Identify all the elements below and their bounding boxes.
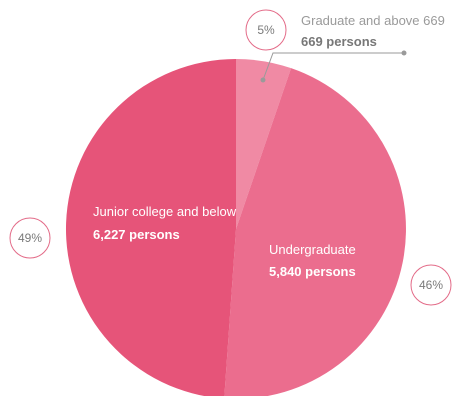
percent-badge-undergrad-text: 46% [419,278,443,292]
percent-badge-undergrad-circle [410,264,452,306]
outer-label-graduate-name: Graduate and above 669 [301,13,445,28]
outer-label-graduate-value: 669 persons [301,34,377,49]
percent-badge-junior: 49% [9,217,51,259]
percent-badge-graduate-circle [245,9,287,51]
pie-slice-junior-college [65,59,236,396]
percent-badge-graduate: 5% [245,9,287,51]
leader-dot-end [401,50,407,56]
slice-label-junior-value: 6,227 persons [93,227,180,242]
percent-badge-junior-text: 49% [18,231,42,245]
leader-polyline [262,52,404,81]
slice-label-junior-name: Junior college and below [93,204,237,219]
pie-slice-graduate [236,59,292,229]
percent-badge-undergrad: 46% [410,264,452,306]
pie-slices [65,59,406,396]
leader-dot-start [260,77,266,83]
slice-label-undergrad-value: 5,840 persons [269,264,356,279]
pie-slice-undergraduate [224,68,406,396]
leader-line-graduate [260,50,407,83]
percent-badge-junior-circle [9,217,51,259]
slice-label-undergrad-name: Undergraduate [269,242,356,257]
percent-badge-graduate-text: 5% [257,23,275,37]
